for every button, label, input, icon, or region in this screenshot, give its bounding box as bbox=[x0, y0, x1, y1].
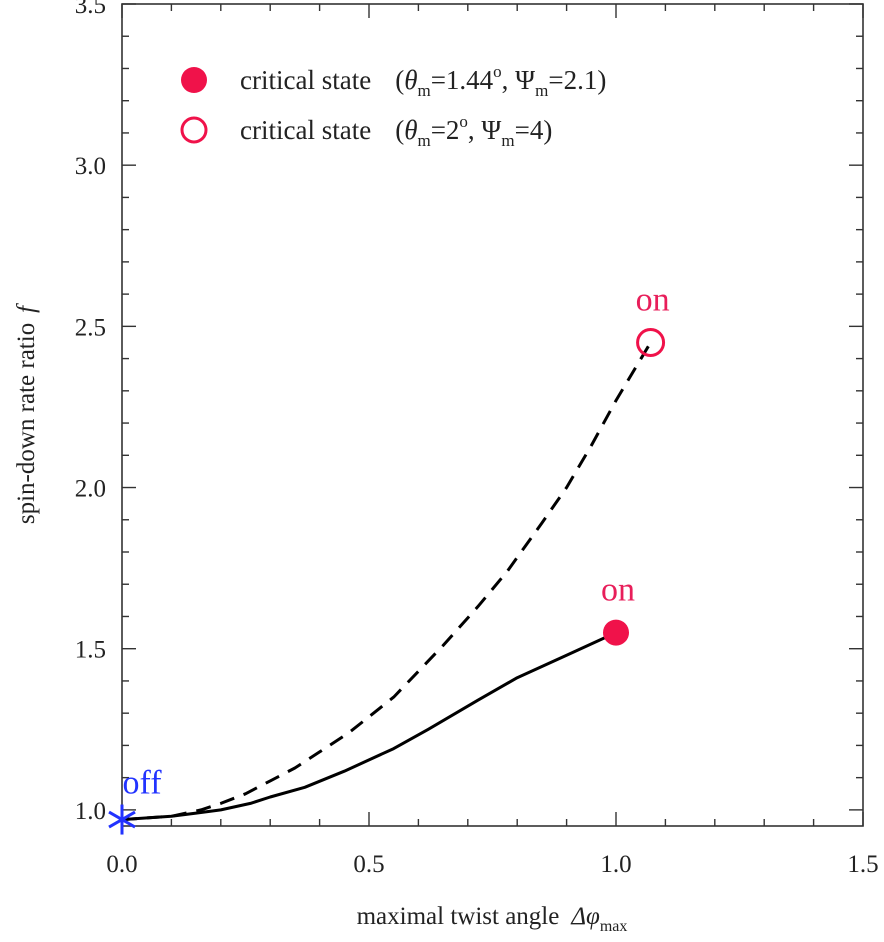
legend-marker-open bbox=[180, 116, 208, 144]
annotation-on: on bbox=[601, 572, 635, 609]
y-tick-label: 2.5 bbox=[75, 314, 106, 341]
data-lines bbox=[121, 341, 652, 822]
data-markers bbox=[108, 327, 666, 835]
solid-series-line bbox=[121, 631, 617, 822]
legend: critical state (θm=1.44o, Ψm=2.1) critica… bbox=[180, 62, 606, 150]
axis-ticks bbox=[121, 3, 864, 826]
legend-entry-1: critical state (θm=1.44o, Ψm=2.1) bbox=[240, 62, 606, 100]
y-tick-label: 3.5 bbox=[75, 0, 106, 19]
y-tick-label: 1.0 bbox=[75, 798, 106, 825]
y-axis-title: spin-down rate ratiof bbox=[13, 303, 40, 524]
y-tick-label: 3.0 bbox=[75, 153, 106, 180]
legend-marker-filled bbox=[181, 67, 207, 93]
annotation-on: on bbox=[636, 281, 670, 318]
y-tick-label: 1.5 bbox=[75, 637, 106, 664]
critical-state-marker-open bbox=[636, 327, 666, 357]
critical-state-marker-filled bbox=[603, 619, 629, 646]
x-axis-title: maximal twist angle Δφmax bbox=[357, 903, 628, 935]
plot-frame bbox=[121, 3, 864, 827]
x-tick-labels: 0.0 0.5 1.0 1.5 bbox=[106, 851, 878, 878]
x-tick-label: 0.5 bbox=[353, 851, 384, 878]
legend-entry-2: critical state (θm=2o, Ψm=4) bbox=[240, 112, 552, 150]
x-tick-label: 0.0 bbox=[106, 851, 137, 878]
annotations: off on on bbox=[122, 281, 669, 801]
x-tick-label: 1.5 bbox=[847, 851, 878, 878]
x-tick-label: 1.0 bbox=[600, 851, 631, 878]
annotation-off: off bbox=[122, 765, 162, 802]
off-asterisk-marker bbox=[108, 804, 136, 835]
dashed-series-line bbox=[121, 341, 652, 822]
y-tick-labels: 1.0 1.5 2.0 2.5 3.0 3.5 bbox=[75, 0, 106, 825]
y-tick-label: 2.0 bbox=[75, 476, 106, 503]
